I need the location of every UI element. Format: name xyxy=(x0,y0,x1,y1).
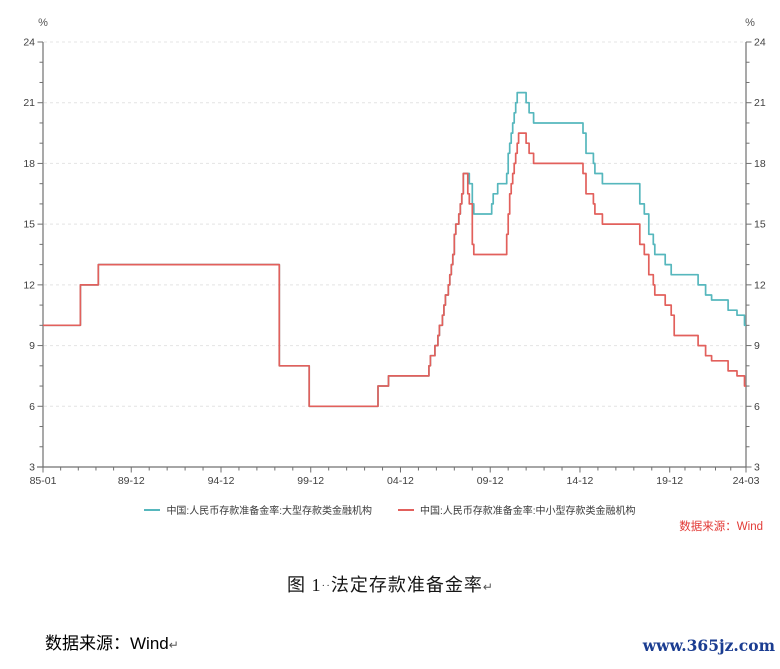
svg-text:21: 21 xyxy=(23,97,35,109)
legend-label-small-institutions: 中国:人民币存款准备金率:中小型存款类金融机构 xyxy=(420,506,636,517)
svg-text:9: 9 xyxy=(754,340,760,352)
data-source-text: 数据来源：Wind xyxy=(45,634,169,653)
svg-text:14-12: 14-12 xyxy=(567,475,594,487)
svg-text:%: % xyxy=(38,17,48,29)
paragraph-mark-icon: ↵ xyxy=(482,580,493,594)
svg-text:18: 18 xyxy=(754,158,766,170)
word-space-marks: ·· xyxy=(321,580,331,592)
teal-line-swatch xyxy=(144,508,161,511)
svg-text:3: 3 xyxy=(754,462,760,474)
svg-text:24-03: 24-03 xyxy=(733,475,760,487)
svg-text:19-12: 19-12 xyxy=(656,475,683,487)
legend-item-large-institutions: 中国:人民币存款准备金率:大型存款类金融机构 xyxy=(144,502,372,517)
svg-text:12: 12 xyxy=(23,279,35,291)
data-source-line: 数据来源：Wind↵ xyxy=(45,629,179,654)
svg-text:6: 6 xyxy=(29,401,35,413)
svg-text:24: 24 xyxy=(23,37,35,49)
svg-text:99-12: 99-12 xyxy=(297,475,324,487)
svg-text:3: 3 xyxy=(29,462,35,474)
svg-text:9: 9 xyxy=(29,340,35,352)
svg-text:24: 24 xyxy=(754,37,766,49)
svg-text:%: % xyxy=(745,17,755,29)
svg-text:15: 15 xyxy=(23,219,35,231)
rrr-line-chart: 3 3 6 6 9 9 12 12 15 15 18 18 21 21 24 24% % 85-01 89-12 94… xyxy=(23,17,766,487)
wind-source-note: 数据来源：Wind xyxy=(679,521,763,533)
svg-text:12: 12 xyxy=(754,279,766,291)
legend-label-large-institutions: 中国:人民币存款准备金率:大型存款类金融机构 xyxy=(166,506,372,517)
red-line-swatch xyxy=(398,508,414,511)
svg-text:94-12: 94-12 xyxy=(208,475,235,487)
svg-text:21: 21 xyxy=(754,97,766,109)
figure-caption: 图 1··法定存款准备金率↵ xyxy=(0,571,780,597)
svg-text:15: 15 xyxy=(754,219,766,231)
svg-text:89-12: 89-12 xyxy=(118,475,145,487)
svg-text:04-12: 04-12 xyxy=(387,475,414,487)
svg-text:18: 18 xyxy=(23,158,35,170)
website-link[interactable]: www.365jz.com xyxy=(642,636,775,655)
legend-item-small-institutions: 中国:人民币存款准备金率:中小型存款类金融机构 xyxy=(398,502,636,517)
svg-text:85-01: 85-01 xyxy=(30,475,57,487)
paragraph-mark-icon: ↵ xyxy=(168,638,179,652)
figure-title: 法定存款准备金率 xyxy=(330,575,483,595)
svg-text:09-12: 09-12 xyxy=(477,475,504,487)
svg-text:6: 6 xyxy=(754,401,760,413)
figure-label: 图 1 xyxy=(287,575,322,595)
chart-legend: 中国:人民币存款准备金率:大型存款类金融机构 中国:人民币存款准备金率:中小型存… xyxy=(0,502,780,517)
